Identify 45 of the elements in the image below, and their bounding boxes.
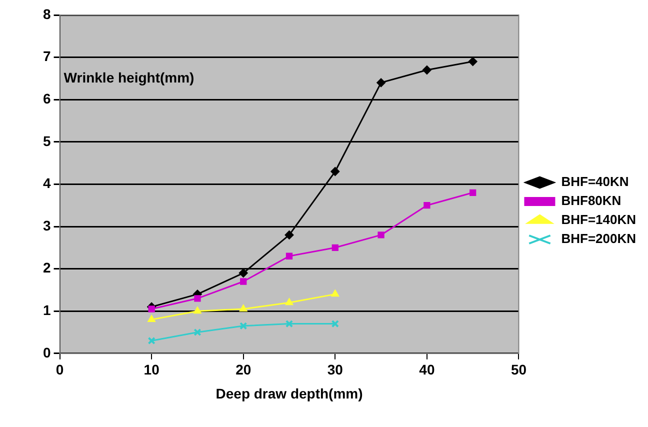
point <box>194 306 202 314</box>
point <box>194 328 202 336</box>
point <box>422 65 432 74</box>
y-tick-label: 5 <box>42 132 51 149</box>
legend-label: BHF=200KN <box>561 231 636 246</box>
x-tick-label: 30 <box>327 362 344 378</box>
point <box>240 278 247 285</box>
point <box>148 306 155 312</box>
point <box>332 244 338 251</box>
y-tick-label: 0 <box>42 344 51 360</box>
point <box>240 322 248 330</box>
point <box>331 320 339 328</box>
y-tick-label: 1 <box>42 302 51 318</box>
y-tick-label: 4 <box>42 175 51 192</box>
point <box>194 295 201 302</box>
point <box>424 202 430 209</box>
point <box>468 57 478 66</box>
point <box>331 290 340 297</box>
point <box>148 336 156 345</box>
y-tick-label: 2 <box>42 260 51 276</box>
x-tick-label: 40 <box>419 362 435 378</box>
point <box>470 189 476 196</box>
y-tick-label: 8 <box>42 6 51 22</box>
x-axis-title: Deep draw depth(mm) <box>216 385 363 402</box>
y-tick-label: 3 <box>42 217 51 234</box>
y-axis-title: Wrinkle height(mm) <box>64 69 194 86</box>
y-tick-label: 6 <box>42 90 51 106</box>
point <box>285 320 294 328</box>
point <box>286 252 293 260</box>
point <box>238 268 248 278</box>
point <box>285 298 294 306</box>
point <box>378 232 384 238</box>
x-tick-label: 10 <box>144 362 160 378</box>
point <box>376 78 386 88</box>
x-tick-label: 50 <box>510 362 527 378</box>
x-tick-label: 20 <box>236 362 252 378</box>
y-tick-label: 7 <box>42 48 51 64</box>
legend-label: BHF=40KN <box>561 174 629 190</box>
legend-label: BHF=140KN <box>561 212 636 228</box>
point <box>284 230 294 240</box>
x-tick-label: 0 <box>56 362 64 378</box>
legend-label: BHF80KN <box>561 193 622 208</box>
point <box>330 167 340 176</box>
point <box>148 315 156 322</box>
point <box>239 304 248 312</box>
